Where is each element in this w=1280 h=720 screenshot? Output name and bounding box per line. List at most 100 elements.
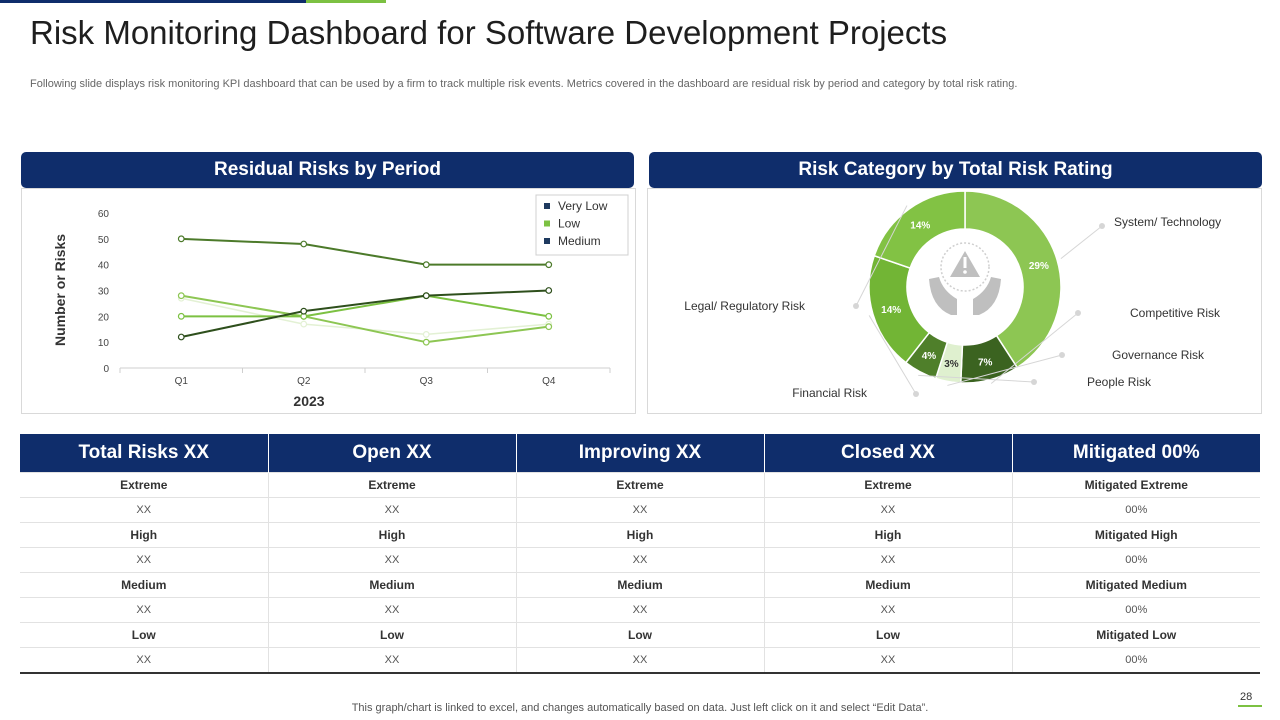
table-cell: XX: [267, 547, 516, 573]
table-header-row: Total Risks XX Open XX Improving XX Clos…: [20, 434, 1260, 473]
header-mitigated[interactable]: Mitigated 00%: [1011, 434, 1260, 473]
table-row: Low Low Low Low Mitigated Low: [20, 622, 1260, 648]
table-cell: XX: [763, 497, 1012, 523]
page-number: 28: [1240, 691, 1253, 703]
data-point: [177, 235, 185, 243]
slice-category-label: Governance Risk: [1112, 348, 1205, 362]
table-cell: XX: [20, 497, 268, 523]
data-point: [422, 331, 430, 338]
x-tick-label: Q2: [297, 376, 311, 387]
donut-chart[interactable]: 29% System/ Technology 7% Competitive Risk 3…: [648, 189, 1261, 413]
table-cell: Low: [515, 622, 764, 648]
y-tick-label: 10: [98, 338, 110, 349]
header-improving[interactable]: Improving XX: [515, 434, 764, 473]
table-row: XX XX XX XX 00%: [20, 497, 1260, 523]
table-cell: High: [267, 522, 516, 548]
table-cell: High: [763, 522, 1012, 548]
legend-swatch: [544, 220, 550, 227]
data-point: [300, 240, 308, 248]
slice-category-label: Legal/ Regulatory Risk: [684, 299, 806, 313]
header-closed[interactable]: Closed XX: [763, 434, 1012, 473]
table-row: High High High High Mitigated High: [20, 522, 1260, 548]
y-axis-title: Number or Risks: [52, 234, 68, 346]
chart-legend: Very Low Low Medium: [535, 194, 629, 256]
table-cell: XX: [20, 547, 268, 573]
page-subtitle: Following slide displays risk monitoring…: [30, 78, 1018, 90]
slice-percent-label: 29%: [1029, 261, 1049, 272]
legend-swatch: [544, 238, 550, 244]
series-line: [181, 294, 549, 344]
table-cell: XX: [763, 647, 1012, 674]
series-line: [181, 237, 549, 266]
table-cell: Low: [267, 622, 516, 648]
leader-dot: [913, 391, 919, 397]
table-cell: Extreme: [20, 472, 268, 498]
data-point: [422, 292, 430, 300]
residual-risks-title: Residual Risks by Period: [213, 159, 442, 180]
series-line: [181, 294, 549, 318]
table-cell: XX: [515, 597, 764, 623]
slice-percent-label: 4%: [922, 351, 937, 362]
table-cell: XX: [267, 647, 516, 674]
data-point: [545, 323, 553, 331]
table-cell: XX: [267, 497, 516, 523]
y-tick-label: 0: [103, 364, 109, 375]
table-cell: Extreme: [267, 472, 516, 498]
y-tick-label: 60: [98, 209, 110, 220]
leader-dot: [1059, 352, 1065, 358]
risk-category-panel-header: Risk Category by Total Risk Rating: [649, 152, 1262, 188]
donut-slice: [873, 190, 966, 270]
legend-label: Low: [558, 217, 580, 231]
data-point: [422, 338, 430, 346]
data-point: [177, 333, 185, 341]
data-point: [545, 261, 553, 269]
top-accent-bar-green: [306, 0, 386, 3]
table-cell: XX: [515, 647, 764, 674]
donut-slice: [964, 190, 1062, 369]
leader-line: [1060, 225, 1103, 260]
table-cell: XX: [763, 597, 1012, 623]
table-cell: XX: [515, 497, 764, 523]
table-cell: XX: [763, 547, 1012, 573]
table-cell: 00%: [1011, 647, 1260, 674]
table-cell: High: [515, 522, 764, 548]
risk-category-title: Risk Category by Total Risk Rating: [798, 159, 1113, 180]
data-point: [545, 287, 553, 294]
leader-line: [947, 354, 1063, 386]
risk-category-panel: 29% System/ Technology 7% Competitive Risk 3…: [647, 188, 1262, 414]
table-cell: Extreme: [515, 472, 764, 498]
y-tick-label: 50: [98, 235, 110, 246]
table-body: Extreme Extreme Extreme Extreme Mitigated Ex…: [20, 472, 1260, 674]
risk-summary-table: Total Risks XX Open XX Improving XX Clos…: [20, 434, 1260, 674]
footer-note: This graph/chart is linked to excel, and…: [351, 702, 929, 714]
y-tick-label: 20: [98, 312, 110, 323]
data-point: [545, 312, 553, 320]
left-hand: [929, 277, 957, 315]
slice-percent-label: 3%: [944, 359, 959, 370]
table-cell: Medium: [763, 572, 1012, 598]
line-chart[interactable]: 0 10 20 30 40 50 60 Q1 Q2 Q3 Q4 2023 Number or Risks…: [22, 189, 635, 413]
table-cell: 00%: [1011, 497, 1260, 523]
table-cell: Medium: [20, 572, 268, 598]
table-cell: XX: [515, 547, 764, 573]
residual-risks-panel-header: Residual Risks by Period: [21, 152, 634, 188]
table-cell: XX: [20, 597, 268, 623]
slice-percent-label: 14%: [881, 305, 901, 316]
slice-percent-label: 14%: [910, 220, 930, 231]
table-cell: Low: [763, 622, 1012, 648]
residual-risks-panel: 0 10 20 30 40 50 60 Q1 Q2 Q3 Q4 2023 Number or Risks…: [21, 188, 636, 414]
x-tick-label: Q1: [175, 376, 189, 387]
header-open[interactable]: Open XX: [267, 434, 516, 473]
table-cell: Low: [20, 622, 268, 648]
table-cell: XX: [20, 647, 268, 674]
table-cell: Medium: [515, 572, 764, 598]
y-tick-label: 30: [98, 287, 110, 298]
leader-line: [868, 315, 917, 395]
slice-category-label: Competitive Risk: [1130, 306, 1221, 320]
table-cell: Mitigated Extreme: [1011, 472, 1260, 498]
icon-dotted-ring: [940, 242, 990, 292]
table-cell: 00%: [1011, 547, 1260, 573]
data-point: [177, 292, 185, 300]
risk-warning-hands-icon: [929, 242, 1001, 315]
header-total-risks[interactable]: Total Risks XX: [20, 434, 268, 473]
